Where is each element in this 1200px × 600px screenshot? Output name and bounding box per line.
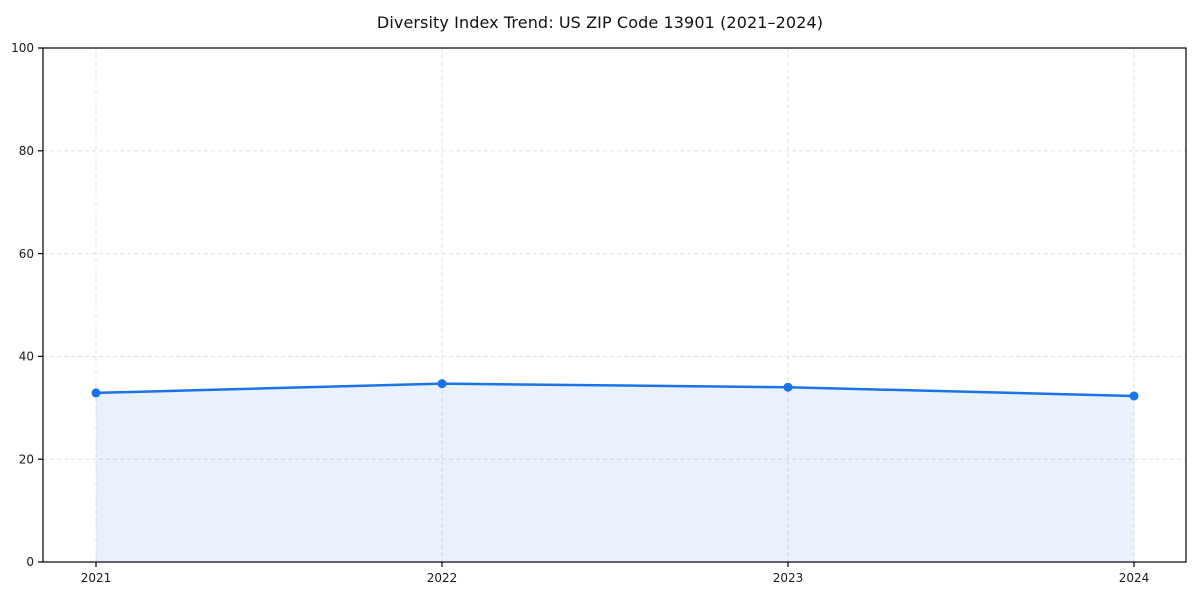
y-tick-label: 20 — [19, 452, 34, 466]
chart-title: Diversity Index Trend: US ZIP Code 13901… — [376, 13, 824, 32]
x-tick-label: 2023 — [773, 571, 804, 585]
data-point-2023 — [783, 382, 793, 392]
data-point-2021 — [91, 388, 101, 398]
y-tick-label: 40 — [19, 350, 34, 364]
y-tick-label: 60 — [19, 247, 34, 261]
x-tick-label: 2021 — [81, 571, 112, 585]
data-point-2024 — [1129, 391, 1139, 401]
x-tick-label: 2024 — [1119, 571, 1150, 585]
data-point-2022 — [437, 379, 447, 389]
series-line — [94, 382, 1136, 398]
x-tick-label: 2022 — [427, 571, 458, 585]
y-tick-label: 100 — [11, 41, 34, 55]
y-tick-label: 80 — [19, 144, 34, 158]
plot-background — [43, 48, 1186, 562]
axes-spines — [42, 47, 1187, 563]
series-area-fill — [96, 383, 1134, 562]
y-tick-label: 0 — [26, 555, 34, 569]
